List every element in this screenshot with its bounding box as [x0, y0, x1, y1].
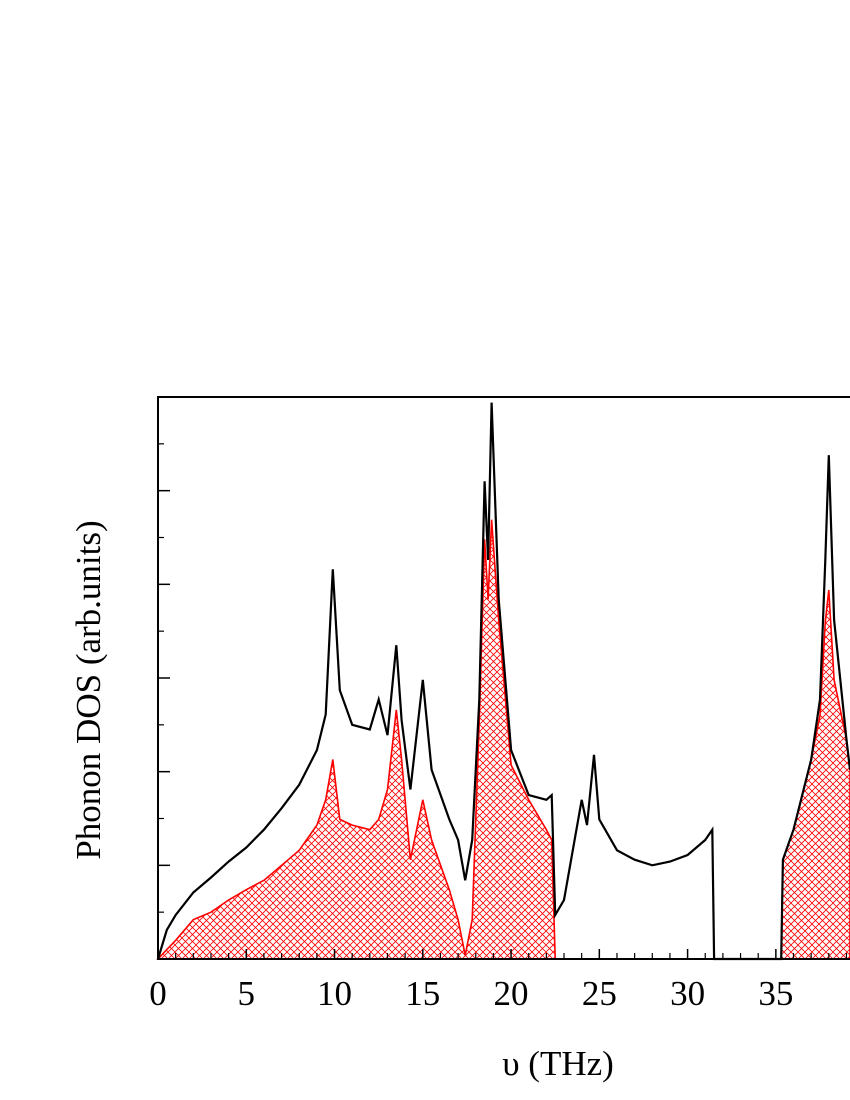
x-tick-label: 35	[758, 974, 793, 1013]
x-tick-label: 5	[238, 974, 256, 1013]
x-tick-label: 25	[582, 974, 617, 1013]
x-axis-label: υ (THz)	[502, 1044, 614, 1083]
area	[156, 519, 850, 960]
x-tick-label: 30	[670, 974, 705, 1013]
x-tick-label: 10	[317, 974, 352, 1013]
x-tick-label: 20	[494, 974, 529, 1013]
y-axis-label: Phonon DOS (arb.units)	[69, 520, 108, 859]
x-tick-label: 15	[405, 974, 440, 1013]
x-tick-label: 0	[149, 974, 167, 1013]
